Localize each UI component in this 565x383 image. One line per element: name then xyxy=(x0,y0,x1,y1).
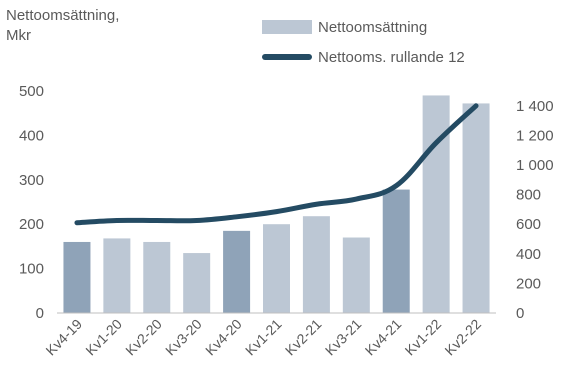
y-right-tick-label: 1 400 xyxy=(516,98,554,115)
y-right-tick-label: 1 000 xyxy=(516,157,554,174)
y-right-tick-label: 400 xyxy=(516,246,541,263)
y-axis-title: Nettoomsättning, Mkr xyxy=(6,6,119,46)
legend-item-bars: Nettoomsättning xyxy=(262,12,465,42)
x-tick-label: Kv2-21 xyxy=(282,316,325,359)
rolling-12-line xyxy=(74,103,479,226)
y-left-tick-label: 500 xyxy=(19,83,44,100)
legend-label-bars: Nettoomsättning xyxy=(318,18,428,36)
x-tick-label: Kv1-22 xyxy=(402,316,445,359)
legend-item-line: Nettooms. rullande 12 xyxy=(262,42,465,72)
bar xyxy=(302,216,330,313)
legend-line-swatch xyxy=(262,54,312,60)
y-left-tick-label: 200 xyxy=(19,216,44,233)
x-tick-label: Kv1-21 xyxy=(242,316,285,359)
y-right-tick-label: 600 xyxy=(516,216,541,233)
bar xyxy=(342,237,370,313)
bar xyxy=(183,253,211,313)
y-left-tick-label: 100 xyxy=(19,261,44,278)
bar xyxy=(422,95,450,313)
x-tick-label: Kv4-21 xyxy=(362,316,405,359)
bar xyxy=(462,103,490,313)
y-axis-title-line-2: Mkr xyxy=(6,27,31,44)
x-tick-label: Kv2-22 xyxy=(441,316,484,359)
legend-bar-swatch xyxy=(262,20,312,34)
y-axis-title-line-1: Nettoomsättning, xyxy=(6,7,120,24)
bar xyxy=(263,224,290,313)
y-left-tick-label: 0 xyxy=(36,305,44,322)
x-tick-label: Kv4-20 xyxy=(202,316,245,359)
y-left-tick-label: 300 xyxy=(19,172,44,189)
bar xyxy=(223,230,251,313)
y-left-tick-label: 400 xyxy=(19,127,44,144)
x-tick-label: Kv1-20 xyxy=(82,316,125,359)
legend: Nettoomsättning Nettooms. rullande 12 xyxy=(262,12,465,72)
legend-label-line: Nettooms. rullande 12 xyxy=(318,48,465,66)
bar xyxy=(143,241,171,313)
x-tick-label: Kv3-20 xyxy=(162,316,205,359)
bar xyxy=(382,189,410,313)
bar xyxy=(63,241,91,313)
y-right-tick-label: 1 200 xyxy=(516,127,554,144)
x-tick-label: Kv4-19 xyxy=(42,316,85,359)
x-tick-label: Kv2-20 xyxy=(122,316,165,359)
y-right-tick-label: 800 xyxy=(516,187,541,204)
bar xyxy=(103,238,131,313)
y-right-tick-label: 0 xyxy=(516,305,524,322)
x-tick-label: Kv3-21 xyxy=(322,316,365,359)
y-right-tick-label: 200 xyxy=(516,275,541,292)
